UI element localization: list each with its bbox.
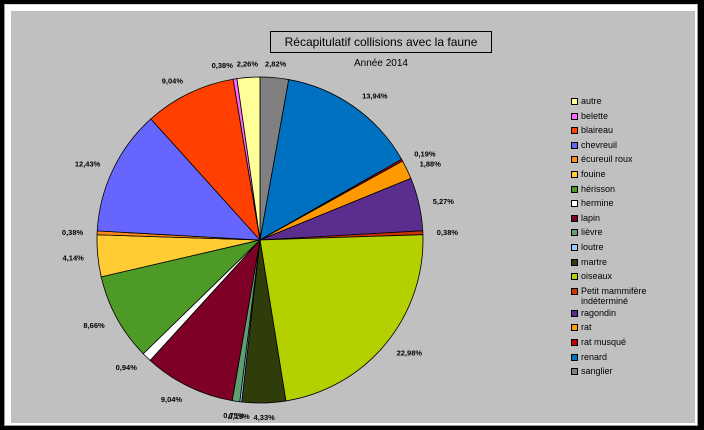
slice-label-martre: 4,33% xyxy=(254,413,276,422)
legend-label: fouine xyxy=(581,168,606,179)
legend-label: rat xyxy=(581,322,592,333)
legend-swatch xyxy=(571,287,578,295)
legend-item-herisson: hérisson xyxy=(571,183,681,198)
legend-label: autre xyxy=(581,96,602,106)
slice-label-ragondin: 5,27% xyxy=(433,197,455,206)
legend-swatch xyxy=(571,185,578,193)
chart-title: Récapitulatif collisions avec la faune xyxy=(270,31,492,53)
legend-label: hérisson xyxy=(581,183,616,194)
legend: autre belette blaireau chevreuil écureuil ro… xyxy=(571,95,681,380)
pie-slice-lapin xyxy=(149,238,261,402)
pie-slice-oiseaux xyxy=(259,234,424,402)
slice-label-loutre: 0,19% xyxy=(228,412,250,421)
slice-label-oiseaux: 22,98% xyxy=(397,349,423,358)
legend-swatch xyxy=(571,273,578,281)
slice-label-lapin: 9,04% xyxy=(161,395,183,404)
legend-label: hermine xyxy=(581,198,614,209)
legend-swatch xyxy=(571,141,578,149)
legend-item-lapin: lapin xyxy=(571,212,681,227)
legend-swatch xyxy=(571,324,578,332)
legend-label: lièvre xyxy=(581,227,603,238)
slice-label-chevreuil: 12,43% xyxy=(75,160,101,169)
pie-slice-autre xyxy=(236,76,261,241)
legend-label: renard xyxy=(581,351,608,362)
slice-label-fouine: 4,14% xyxy=(63,253,85,262)
legend-label: sanglier xyxy=(581,366,613,377)
legend-item-chevreuil: chevreuil xyxy=(571,139,681,154)
legend-item-blaireau: blaireau xyxy=(571,124,681,139)
legend-swatch xyxy=(571,214,578,222)
slice-label-rat-musque: 0,19% xyxy=(414,149,436,158)
pie-slice-chevreuil xyxy=(96,118,261,241)
legend-item-ecureuil-roux: écureuil roux xyxy=(571,153,681,168)
pie-slice-renard xyxy=(259,79,403,241)
chart-subtitle: Année 2014 xyxy=(354,58,408,69)
legend-swatch xyxy=(571,98,578,105)
slice-label-petit-mammifere-indetermine: 0,38% xyxy=(437,228,459,237)
legend-label: chevreuil xyxy=(581,139,618,150)
legend-swatch xyxy=(571,258,578,266)
legend-swatch xyxy=(571,309,578,317)
slice-label-hermine: 0,94% xyxy=(116,363,138,372)
legend-item-renard: renard xyxy=(571,351,681,366)
slice-label-renard: 13,94% xyxy=(362,91,388,100)
slice-label-herisson: 8,66% xyxy=(83,321,105,330)
legend-swatch xyxy=(571,243,578,251)
slice-label-belette: 0,38% xyxy=(212,61,234,70)
legend-item-loutre: loutre xyxy=(571,241,681,256)
legend-item-hermine: hermine xyxy=(571,197,681,212)
legend-label: blaireau xyxy=(581,125,614,136)
legend-label: belette xyxy=(581,110,609,121)
legend-swatch xyxy=(571,338,578,346)
legend-swatch xyxy=(571,353,578,361)
legend-item-martre: martre xyxy=(571,256,681,271)
slice-label-autre: 2,26% xyxy=(237,59,259,68)
legend-swatch xyxy=(571,170,578,178)
slice-label-ecureuil-roux: 0,38% xyxy=(62,228,84,237)
pie-slice-herisson xyxy=(100,239,262,355)
legend-swatch xyxy=(571,156,578,164)
legend-item-oiseaux: oiseaux xyxy=(571,270,681,285)
legend-label: martre xyxy=(581,256,608,267)
legend-label: Petit mammifère indéterminé xyxy=(581,285,647,306)
legend-swatch xyxy=(571,368,578,376)
legend-item-rat: rat xyxy=(571,321,681,336)
plot-area: 2,82% 13,94% 0,19% 1,88% 5,27% 0,38% 22,98% 4,3… xyxy=(11,11,695,423)
slice-label-rat: 1,88% xyxy=(420,160,442,169)
legend-label: écureuil roux xyxy=(581,154,633,165)
legend-label: rat musqué xyxy=(581,336,627,347)
slice-label-lievre: 0,75% xyxy=(223,411,245,420)
legend-item-lievre: lièvre xyxy=(571,226,681,241)
slice-label-blaireau: 9,04% xyxy=(162,77,184,86)
legend-label: loutre xyxy=(581,241,604,252)
legend-swatch xyxy=(571,127,578,135)
legend-item-belette: belette xyxy=(571,110,681,125)
pie-slice-blaireau xyxy=(150,78,261,242)
legend-item-petit-mammifere-indetermine: Petit mammifère indéterminé xyxy=(571,285,681,307)
legend-swatch xyxy=(571,229,578,237)
legend-label: oiseaux xyxy=(581,271,613,282)
legend-label: ragondin xyxy=(581,307,617,318)
legend-item-fouine: fouine xyxy=(571,168,681,183)
legend-label: lapin xyxy=(581,212,601,223)
legend-item-ragondin: ragondin xyxy=(571,307,681,322)
legend-item-autre: autre xyxy=(571,95,681,110)
pie-chart: 2,82% 13,94% 0,19% 1,88% 5,27% 0,38% 22,98% 4,3… xyxy=(62,59,459,422)
legend-item-sanglier: sanglier xyxy=(571,365,681,380)
legend-swatch xyxy=(571,200,578,208)
legend-item-rat-musque: rat musqué xyxy=(571,336,681,351)
slice-label-sanglier: 2,82% xyxy=(265,60,287,69)
chart-area: 2,82% 13,94% 0,19% 1,88% 5,27% 0,38% 22,98% 4,3… xyxy=(4,4,698,426)
legend-swatch xyxy=(571,112,578,120)
